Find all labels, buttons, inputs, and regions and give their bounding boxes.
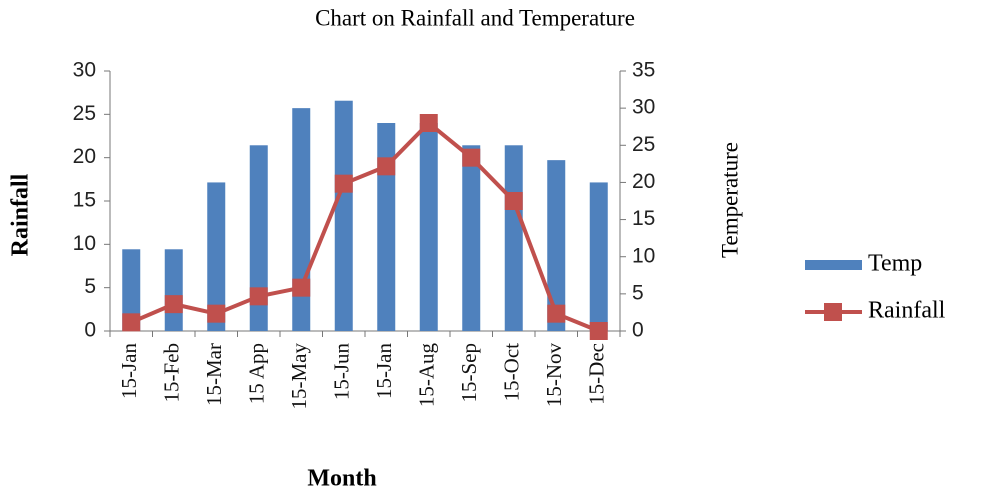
marker [589, 322, 608, 340]
bar [504, 145, 523, 331]
y-tick-label: 20 [73, 145, 96, 168]
bar [249, 145, 268, 331]
x-tick-label: 15-Sep [457, 343, 481, 403]
y-tick-label: 15 [73, 189, 96, 212]
x-tick-label: 15-Mar [202, 343, 226, 406]
y2-tick-label: 15 [632, 207, 655, 230]
y2-tick-label: 5 [632, 281, 644, 304]
y2-tick-label: 25 [632, 133, 655, 156]
marker [462, 148, 481, 167]
x-tick-label: 15-Dec [585, 343, 609, 405]
x-tick-label: 15-Oct [500, 343, 524, 401]
marker [164, 295, 183, 314]
x-axis-label: Month [307, 466, 376, 492]
x-tick-label: 15-Jan [372, 343, 396, 399]
y2-tick-label: 35 [632, 59, 655, 82]
y2-tick-label: 10 [632, 244, 655, 267]
bar [419, 123, 438, 331]
legend-label: Temp [868, 251, 922, 277]
y2-axis-label: Temperature [717, 142, 742, 258]
chart-title: Chart on Rainfall and Temperature [315, 5, 635, 30]
marker [249, 287, 268, 306]
legend-label: Rainfall [868, 298, 946, 324]
x-tick-label: 15-May [287, 343, 311, 410]
x-tick-label: 15-Nov [542, 343, 566, 408]
bar [334, 100, 353, 331]
bar [122, 249, 141, 331]
x-tick-label: 15-Jan [117, 343, 141, 399]
marker [334, 174, 353, 193]
marker [207, 304, 226, 323]
marker [547, 304, 566, 323]
marker [122, 313, 141, 332]
y2-tick-label: 20 [632, 170, 655, 193]
marker [292, 278, 311, 297]
bar [547, 160, 566, 331]
bar [207, 182, 226, 331]
marker [504, 192, 523, 210]
x-tick-label: 15-Feb [160, 343, 184, 403]
legend-swatch [805, 260, 862, 270]
y-tick-label: 5 [84, 275, 96, 298]
y-tick-label: 10 [73, 232, 96, 255]
bar [377, 123, 396, 331]
y-tick-label: 0 [84, 319, 96, 342]
y2-tick-label: 0 [632, 319, 644, 342]
y-tick-label: 25 [73, 102, 96, 125]
marker [377, 157, 396, 176]
bar [164, 249, 183, 331]
bar [292, 108, 311, 332]
bar [462, 145, 481, 331]
y-axis-label: Rainfall [8, 173, 34, 256]
y-tick-label: 30 [73, 59, 96, 82]
line [130, 120, 600, 333]
legend-swatch [824, 303, 842, 321]
x-tick-label: 15 App [245, 343, 269, 404]
x-tick-label: 15-Jun [330, 343, 354, 401]
x-tick-label: 15-Aug [415, 343, 439, 408]
bar [589, 182, 608, 331]
marker [419, 114, 438, 132]
y2-tick-label: 30 [632, 96, 655, 119]
